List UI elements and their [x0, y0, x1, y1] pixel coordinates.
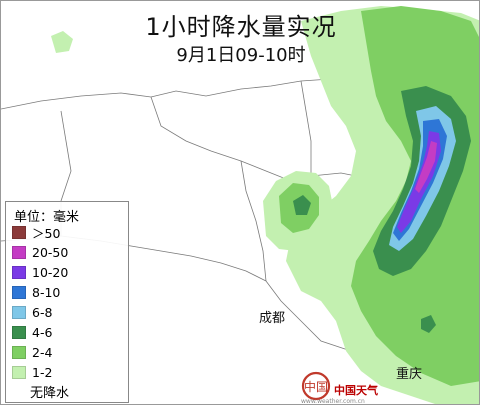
border-diagonal: [240, 160, 267, 282]
legend-label: ＞50: [32, 226, 61, 241]
rain-region-nw-patch: [51, 31, 73, 53]
legend-item-4-6: 4-6: [12, 324, 52, 341]
legend-item-10-20: 10-20: [12, 264, 68, 281]
rain-west-dot-4-6: [293, 195, 311, 215]
legend-item-20-50: 20-50: [12, 244, 68, 261]
city-label-chengdu: 成都: [259, 311, 286, 326]
legend-item-gt50: ＞50: [12, 224, 60, 241]
legend-label: 2-4: [32, 345, 53, 360]
legend-swatch: [12, 366, 26, 379]
brand-logo-text: 中国天气: [334, 384, 378, 397]
rain-core-20-50: [415, 141, 437, 193]
legend-swatch: [12, 266, 26, 279]
legend-label: 4-6: [32, 325, 53, 340]
legend-item-6-8: 6-8: [12, 304, 52, 321]
legend: 单位：毫米 ＞50 20-50 10-20 8-10 6-8 4-6 2-4: [5, 201, 129, 403]
legend-label: 6-8: [32, 305, 53, 320]
legend-swatch: [12, 306, 26, 319]
legend-no-rain: 无降水: [30, 386, 70, 401]
legend-item-1-2: 1-2: [12, 364, 52, 381]
legend-item-8-10: 8-10: [12, 284, 60, 301]
legend-item-2-4: 2-4: [12, 344, 52, 361]
legend-swatch: [12, 326, 26, 339]
border-upper: [300, 80, 312, 176]
legend-label: 1-2: [32, 365, 53, 380]
map-subtitle: 9月1日09-10时: [176, 45, 306, 66]
legend-title: 单位：毫米: [14, 210, 80, 225]
legend-swatch: [12, 346, 26, 359]
rain-20-50: [415, 141, 437, 193]
legend-swatch: [12, 226, 26, 239]
map-title: 1小时降水量实况: [145, 13, 337, 41]
seal-logo-icon: 中国: [301, 371, 331, 401]
legend-label: 8-10: [32, 285, 61, 300]
rain-se-dot-4-6: [421, 315, 436, 333]
legend-label: 20-50: [32, 245, 69, 260]
city-label-chongqing: 重庆: [396, 367, 423, 382]
legend-swatch: [12, 246, 26, 259]
brand-url: www.weather.com.cn: [301, 398, 365, 405]
legend-swatch: [12, 286, 26, 299]
legend-label: 10-20: [32, 265, 69, 280]
seal-text: 中国: [304, 379, 328, 394]
